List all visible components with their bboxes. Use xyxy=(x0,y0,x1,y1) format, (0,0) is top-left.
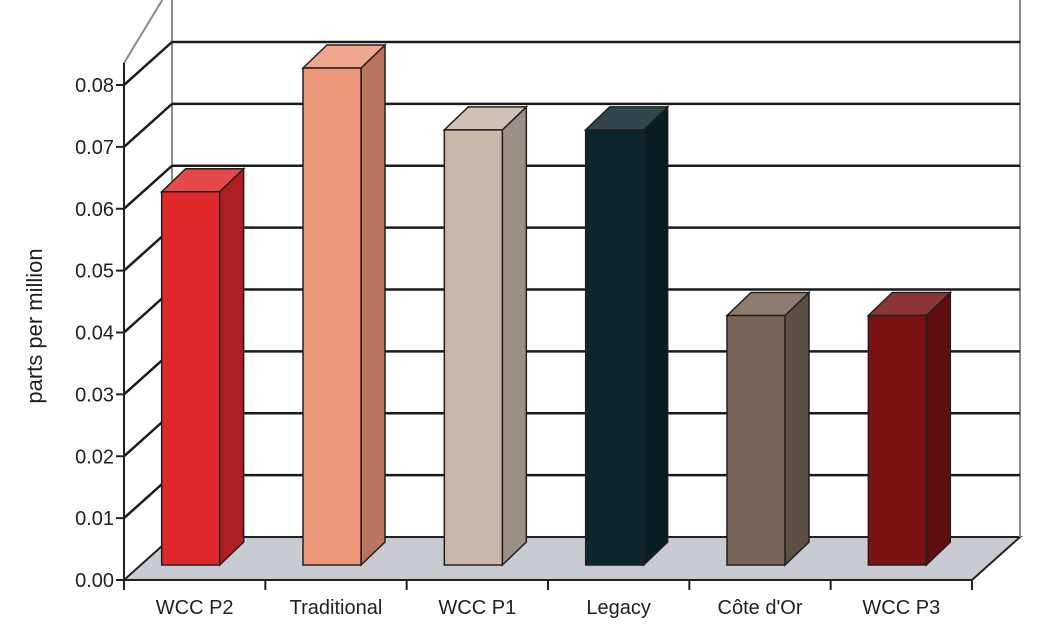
bar-traditional xyxy=(302,67,362,566)
x-tick-label-wcc-p3: WCC P3 xyxy=(862,597,940,619)
x-tick-label-traditional: Traditional xyxy=(290,597,383,619)
gridline-side-0.08 xyxy=(123,41,173,86)
gridline-side-0.06 xyxy=(123,164,173,210)
x-tick-label-c-te-d-or: Côte d'Or xyxy=(718,597,803,619)
bar-side-c-te-d-or xyxy=(784,290,810,567)
y-tick-label-0.02: 0.02 xyxy=(75,446,114,468)
bar-c-te-d-or xyxy=(726,314,786,566)
y-tick-label-0.01: 0.01 xyxy=(75,508,114,530)
axes-group: 0.00 0.01 0.02 0.03 0.04 0.05 0.06 0.07 0.08 WCC … xyxy=(75,63,973,619)
x-tick-label-wcc-p1: WCC P1 xyxy=(438,597,516,619)
bar-side-wcc-p3 xyxy=(925,290,952,567)
y-tick-label-0.04: 0.04 xyxy=(75,323,114,345)
bar-wcc-p1 xyxy=(443,129,504,566)
bar-side-wcc-p1 xyxy=(501,105,528,567)
y-tick-label-0.03: 0.03 xyxy=(75,384,114,406)
y-axis-label: parts per million xyxy=(22,248,47,403)
bar-wcc-p2 xyxy=(160,191,221,566)
bar-side-traditional xyxy=(360,43,386,567)
bar-side-wcc-p2 xyxy=(218,166,245,567)
bar-legacy xyxy=(584,129,645,566)
y-tick-label-0.06: 0.06 xyxy=(75,199,114,221)
bar-side-legacy xyxy=(642,105,669,567)
y-tick-label-0.00: 0.00 xyxy=(75,570,114,592)
x-tick-label-wcc-p2: WCC P2 xyxy=(156,597,234,619)
gridline-side-0.07 xyxy=(123,102,173,148)
y-tick-label-0.08: 0.08 xyxy=(75,75,114,97)
bars-group xyxy=(159,43,953,567)
y-tick-label-0.07: 0.07 xyxy=(75,137,114,159)
bar-wcc-p3 xyxy=(867,314,928,566)
x-tick-label-legacy: Legacy xyxy=(586,597,651,619)
side-wall-top-edge xyxy=(123,0,164,64)
y-tick-label-0.05: 0.05 xyxy=(75,261,114,283)
